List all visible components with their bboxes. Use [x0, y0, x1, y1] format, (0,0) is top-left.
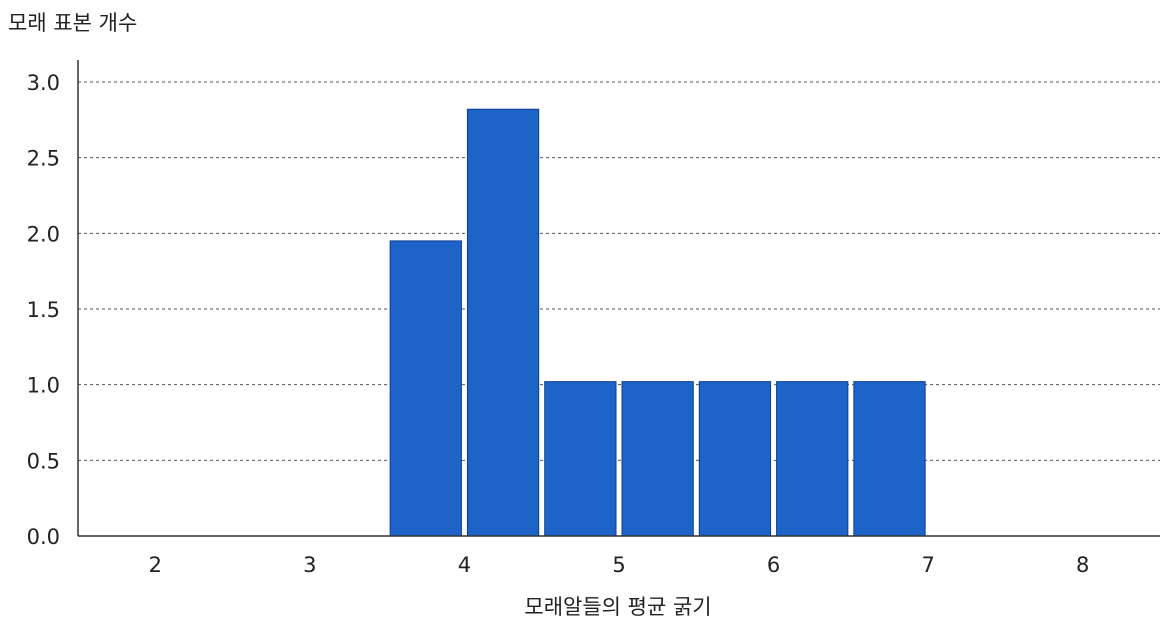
x-tick-label: 4 — [458, 553, 471, 577]
x-tick-labels: 2 3 4 5 6 7 8 — [149, 553, 1090, 577]
y-tick-label: 1.0 — [27, 374, 60, 398]
bar-5 — [776, 381, 849, 537]
bar-3 — [621, 381, 694, 537]
y-tick-labels: 0.0 0.5 1.0 1.5 2.0 2.5 3.0 — [27, 71, 60, 549]
y-tick-label: 2.5 — [27, 147, 60, 171]
x-tick-label: 7 — [921, 553, 934, 577]
y-tick-label: 0.5 — [27, 449, 60, 473]
x-axis-label: 모래알들의 평균 굵기 — [524, 595, 711, 619]
bar-6 — [853, 381, 926, 537]
bars — [389, 108, 926, 537]
y-tick-label: 0.0 — [27, 525, 60, 549]
x-tick-label: 8 — [1076, 553, 1089, 577]
x-tick-label: 2 — [149, 553, 162, 577]
bar-1 — [466, 108, 540, 537]
x-tick-label: 6 — [767, 553, 780, 577]
y-tick-label: 3.0 — [27, 71, 60, 95]
y-tick-label: 2.0 — [27, 222, 60, 246]
gridlines — [78, 81, 1160, 461]
bar-4 — [698, 381, 772, 537]
y-tick-label: 1.5 — [27, 298, 60, 322]
y-axis-label: 모래 표본 개수 — [8, 11, 137, 35]
bar-0 — [389, 240, 462, 537]
bar-2 — [544, 381, 617, 537]
x-tick-label: 3 — [303, 553, 316, 577]
x-tick-label: 5 — [612, 553, 625, 577]
